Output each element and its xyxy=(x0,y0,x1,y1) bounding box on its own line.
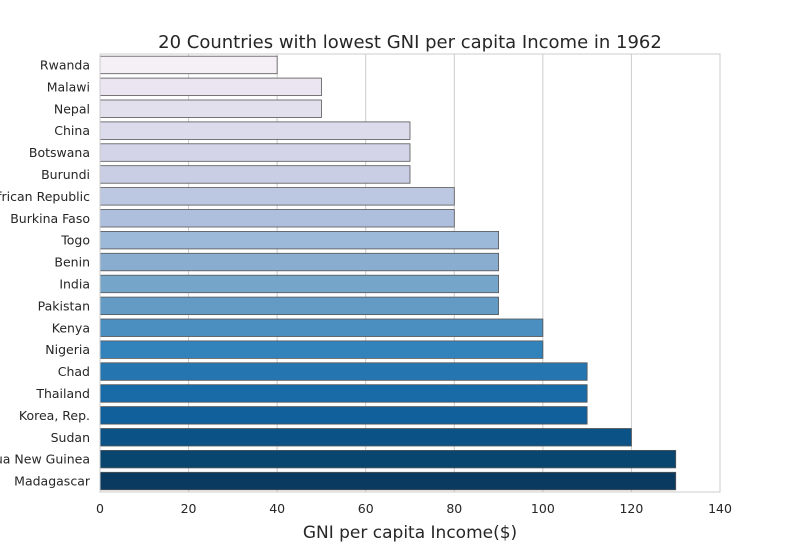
bar xyxy=(99,55,278,75)
x-tick-label: 20 xyxy=(181,501,197,516)
bar xyxy=(99,165,411,184)
bar xyxy=(99,340,544,359)
plot-frame xyxy=(99,53,721,493)
y-tick-label: Benin xyxy=(54,255,90,270)
bar xyxy=(99,406,588,425)
bar xyxy=(99,296,499,316)
y-tick-label: Central African Republic xyxy=(0,189,90,204)
x-tick-label: 0 xyxy=(96,501,104,516)
x-tick-labels: 0 20 40 60 80 100 120 140 xyxy=(96,501,732,516)
bar xyxy=(99,187,455,206)
y-tick-label: Nepal xyxy=(54,101,90,116)
y-tick-label: Burkina Faso xyxy=(10,211,90,226)
y-tick-label: Madagascar xyxy=(14,474,91,489)
bar xyxy=(99,230,499,250)
y-tick-label: Nigeria xyxy=(45,342,90,357)
bar xyxy=(99,471,677,491)
y-tick-label: Kenya xyxy=(52,320,90,335)
bar xyxy=(99,143,411,162)
y-tick-labels: Rwanda Malawi Nepal China Botswana Burundi Cen… xyxy=(0,57,91,488)
y-tick-label: Thailand xyxy=(35,386,90,401)
bar xyxy=(99,209,455,228)
y-tick-label: Pakistan xyxy=(38,298,90,313)
bar xyxy=(99,362,588,381)
x-tick-label: 60 xyxy=(358,501,374,516)
chart-title: 20 Countries with lowest GNI per capita … xyxy=(158,32,662,53)
y-tick-label: Burundi xyxy=(41,167,90,182)
x-tick-label: 80 xyxy=(446,501,462,516)
bar xyxy=(99,252,499,272)
bar xyxy=(99,274,499,294)
x-tick-label: 120 xyxy=(619,501,643,516)
bar xyxy=(99,449,677,469)
gridlines xyxy=(188,54,632,492)
y-tick-label: Botswana xyxy=(29,145,90,160)
x-tick-label: 100 xyxy=(531,501,555,516)
bar xyxy=(99,384,588,403)
x-tick-label: 40 xyxy=(269,501,285,516)
bar xyxy=(99,99,322,118)
x-tick-label: 140 xyxy=(708,501,732,516)
y-tick-label: Togo xyxy=(60,233,90,248)
y-tick-label: China xyxy=(54,123,90,138)
bar xyxy=(99,428,632,447)
y-tick-label: Rwanda xyxy=(40,57,90,72)
y-tick-label: India xyxy=(59,276,90,291)
bar xyxy=(99,121,411,140)
bars xyxy=(99,55,677,491)
y-tick-label: Chad xyxy=(58,364,90,379)
bar xyxy=(99,77,322,97)
y-tick-label: Papua New Guinea xyxy=(0,452,90,467)
y-tick-label: Korea, Rep. xyxy=(19,408,90,423)
y-tick-label: Sudan xyxy=(51,430,90,445)
x-axis-label: GNI per capita Income($) xyxy=(303,523,517,543)
y-tick-label: Malawi xyxy=(47,79,90,94)
bar xyxy=(99,318,544,337)
